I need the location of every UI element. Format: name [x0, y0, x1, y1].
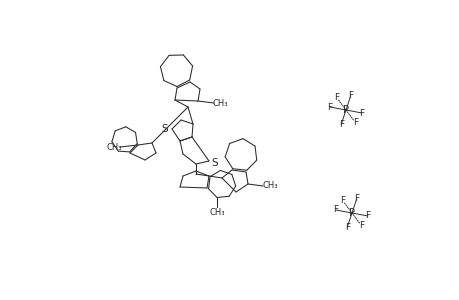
Text: F: F: [344, 223, 349, 232]
Text: F: F: [347, 91, 353, 100]
Text: S: S: [211, 158, 218, 168]
Text: F: F: [327, 103, 332, 112]
Text: F: F: [364, 212, 370, 220]
Text: CH₃: CH₃: [212, 98, 227, 107]
Text: F: F: [353, 194, 358, 203]
Text: F: F: [333, 93, 338, 102]
Text: CH₃: CH₃: [106, 142, 122, 152]
Text: P: P: [342, 105, 348, 115]
Text: F: F: [358, 109, 364, 118]
Text: F: F: [358, 221, 364, 230]
Text: P: P: [348, 208, 354, 218]
Text: F: F: [339, 196, 344, 205]
Text: CH₃: CH₃: [209, 208, 224, 217]
Text: F: F: [333, 206, 338, 214]
Text: S: S: [161, 124, 168, 134]
Text: F: F: [352, 118, 358, 127]
Text: CH₃: CH₃: [262, 182, 277, 190]
Text: F: F: [338, 120, 343, 129]
